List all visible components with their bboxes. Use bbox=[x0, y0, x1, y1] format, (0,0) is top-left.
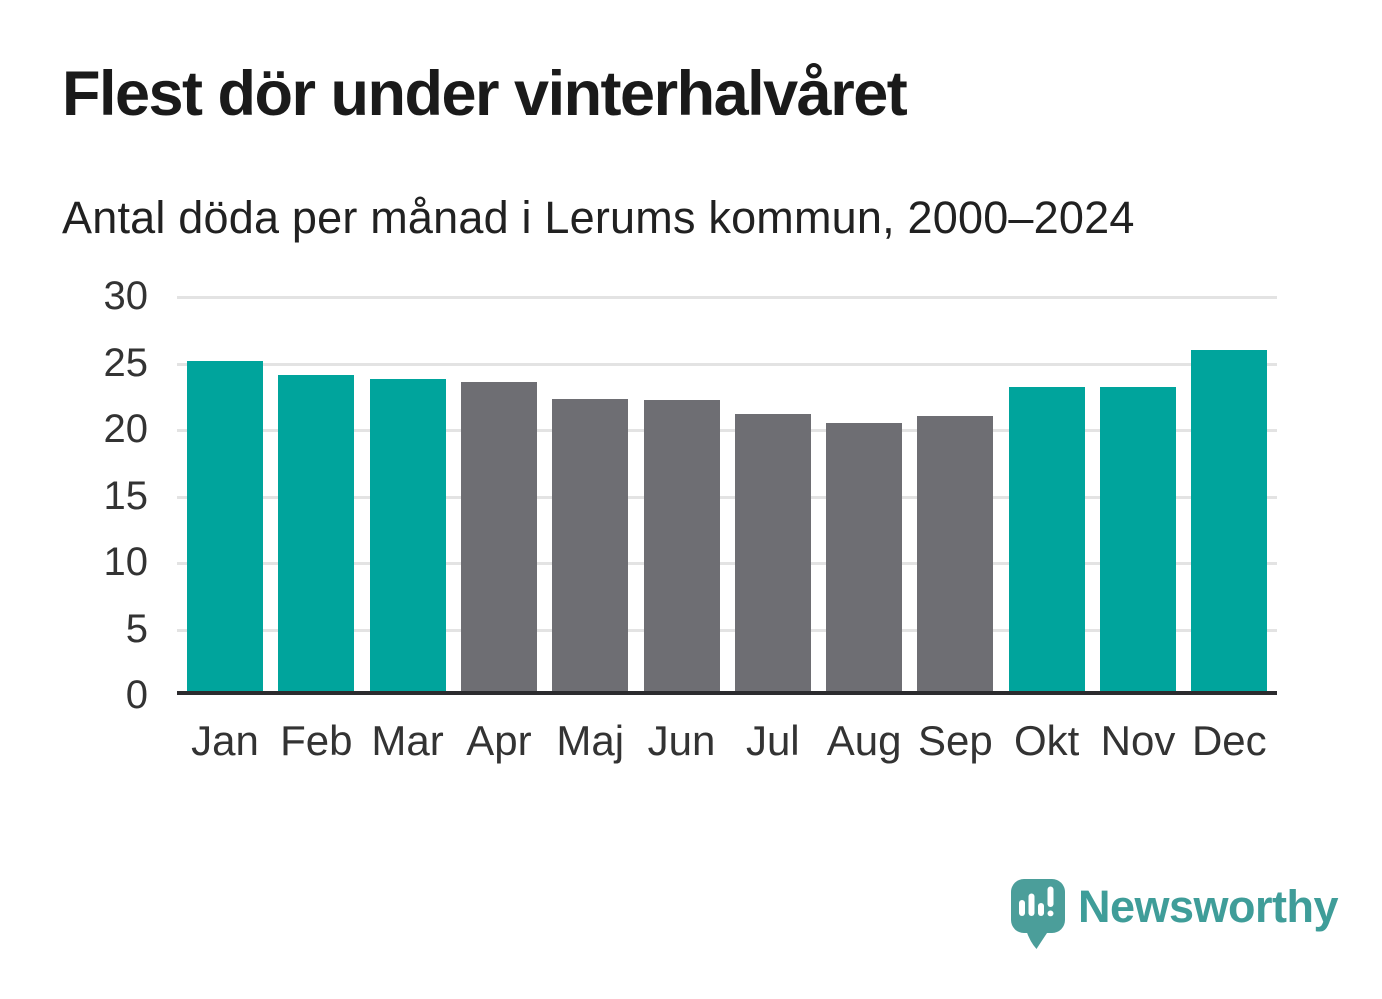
x-tick-label-dec: Dec bbox=[1191, 717, 1267, 764]
bar-mar bbox=[369, 379, 446, 693]
gridline-30 bbox=[177, 296, 1277, 299]
x-tick-label-jun: Jun bbox=[647, 717, 716, 764]
bar-jan bbox=[187, 360, 263, 693]
y-tick-label-5: 5 bbox=[125, 606, 148, 651]
bar-dec bbox=[1191, 349, 1268, 693]
bar-maj bbox=[552, 399, 629, 693]
x-tick-label-sep: Sep bbox=[918, 717, 993, 764]
plot-area bbox=[177, 296, 1277, 695]
gridline-10 bbox=[177, 562, 1277, 565]
newsworthy-logo-icon bbox=[1011, 879, 1065, 949]
x-axis-line bbox=[177, 690, 1277, 695]
bar-apr bbox=[460, 381, 537, 693]
y-tick-label-0: 0 bbox=[125, 673, 148, 717]
x-tick-label-maj: Maj bbox=[556, 717, 625, 764]
x-tick-label-apr: Apr bbox=[466, 717, 532, 764]
bar-jul bbox=[734, 413, 811, 693]
y-tick-label-30: 30 bbox=[103, 274, 149, 318]
y-tick-label-15: 15 bbox=[103, 473, 149, 518]
bar-okt bbox=[1008, 387, 1085, 693]
chart-subtitle: Antal döda per månad i Lerums kommun, 20… bbox=[62, 192, 1135, 243]
y-tick-label-20: 20 bbox=[103, 407, 149, 451]
bar-aug bbox=[826, 423, 903, 693]
chart-title: Flest dör under vinterhalvåret bbox=[62, 59, 908, 129]
x-tick-label-okt: Okt bbox=[1014, 717, 1080, 764]
bar-sep bbox=[917, 416, 994, 693]
y-tick-label-10: 10 bbox=[103, 540, 149, 584]
newsworthy-branding: Newsworthy bbox=[1011, 879, 1339, 955]
x-tick-label-feb: Feb bbox=[280, 717, 353, 764]
y-tick-label-25: 25 bbox=[103, 340, 149, 385]
x-tick-label-mar: Mar bbox=[371, 717, 444, 764]
gridline-15 bbox=[177, 495, 1277, 499]
gridline-25 bbox=[177, 362, 1277, 366]
x-tick-label-jul: Jul bbox=[745, 717, 800, 764]
gridline-5 bbox=[177, 628, 1277, 632]
newsworthy-wordmark: Newsworthy bbox=[1078, 881, 1339, 932]
gridline-20 bbox=[177, 429, 1277, 432]
x-tick-label-jan: Jan bbox=[191, 717, 259, 764]
x-tick-label-aug: Aug bbox=[826, 717, 902, 764]
x-tick-label-nov: Nov bbox=[1100, 717, 1176, 764]
bar-jun bbox=[643, 400, 720, 693]
bar-feb bbox=[278, 375, 355, 693]
bar-nov bbox=[1100, 387, 1176, 693]
